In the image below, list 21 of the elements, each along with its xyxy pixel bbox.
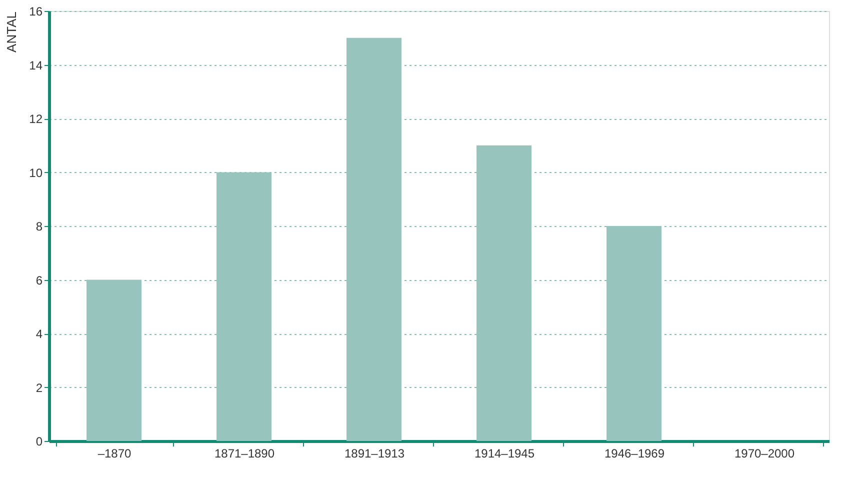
x-tick-label: 1871–1890 [214,446,275,460]
y-tick-label: 4 [36,327,43,341]
x-tick-label: 1970–2000 [734,446,795,460]
bar [476,145,532,441]
x-tick-label: –1870 [98,446,132,460]
bar [86,280,142,441]
y-tick-label: 14 [29,58,43,72]
y-tick-label: 12 [29,112,43,126]
y-axis-title: ANTAL [4,12,20,52]
x-tick-label: 1914–1945 [474,446,535,460]
y-tick-label: 0 [36,434,43,448]
y-tick-label: 16 [29,4,43,18]
x-tick-label: 1946–1969 [604,446,665,460]
bar [216,172,272,441]
bar [346,38,402,441]
x-tick-label: 1891–1913 [344,446,405,460]
bar [606,226,662,441]
y-tick-label: 8 [36,220,43,234]
y-tick-label: 2 [36,380,43,395]
y-tick-label: 6 [36,273,43,288]
y-tick-label: 10 [29,166,43,180]
